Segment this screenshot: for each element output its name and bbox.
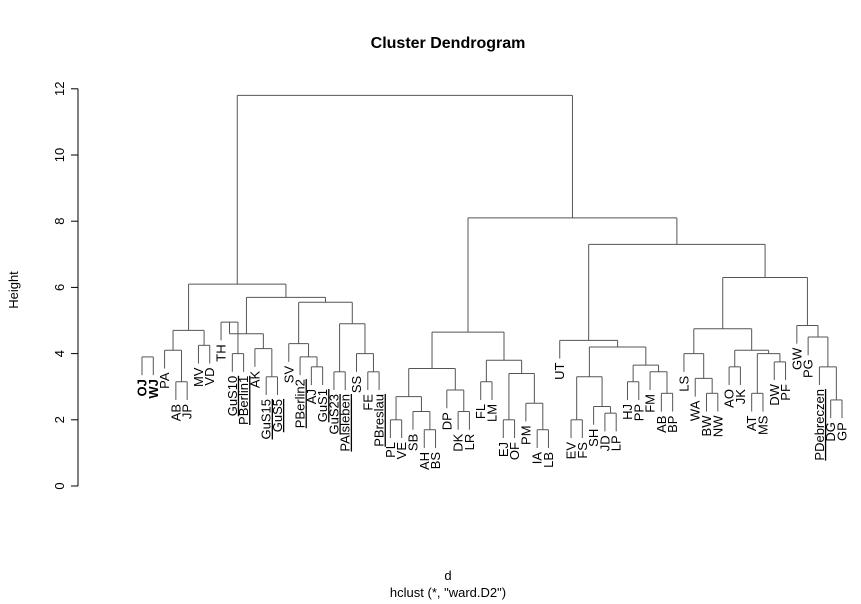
leaf-label: AB bbox=[168, 404, 183, 421]
y-tick-label: 0 bbox=[52, 482, 67, 489]
leaf-label: GuS10 bbox=[225, 376, 240, 416]
leaf-label: DG bbox=[823, 422, 838, 442]
leaf-label: GuS1 bbox=[315, 389, 330, 422]
leaf-label: AK bbox=[247, 371, 262, 389]
leaf-label: DK bbox=[451, 433, 466, 451]
leaf-label: PBerlin1 bbox=[236, 376, 251, 425]
leaf-label: JD bbox=[597, 435, 612, 451]
leaf-label: GuS15 bbox=[259, 399, 274, 439]
y-axis: 0 2 4 6 8 10 12 bbox=[52, 82, 79, 490]
leaf-label: AB bbox=[654, 416, 669, 433]
leaf-label: GW bbox=[789, 347, 804, 370]
leaf-label: PL bbox=[383, 442, 398, 458]
leaf-label: SS bbox=[349, 375, 364, 393]
x-axis-subtitle: hclust (*, "ward.D2") bbox=[390, 585, 506, 600]
leaf-label: LR bbox=[462, 434, 477, 451]
leaf-label: FM bbox=[643, 394, 658, 413]
leaf-label: FS bbox=[575, 442, 590, 459]
leaf-label: AJ bbox=[304, 389, 319, 404]
dendrogram-branches bbox=[141, 94, 843, 448]
leaf-label: DW bbox=[767, 383, 782, 405]
leaf-label: UT bbox=[552, 363, 567, 380]
leaf-label: PAlsleben bbox=[338, 394, 353, 452]
leaf-label: VE bbox=[394, 442, 409, 460]
chart-title: Cluster Dendrogram bbox=[371, 35, 526, 52]
leaf-label: PP bbox=[631, 404, 646, 421]
leaf-label: SV bbox=[281, 366, 296, 384]
leaf-label: OJ bbox=[135, 379, 150, 396]
leaf-label: BP bbox=[665, 416, 680, 433]
leaf-label: BW bbox=[699, 415, 714, 437]
leaf-label: LS bbox=[676, 375, 691, 391]
y-tick-label: 6 bbox=[52, 284, 67, 291]
y-tick-label: 12 bbox=[52, 82, 67, 96]
leaf-label: AO bbox=[722, 389, 737, 408]
y-axis-label: Height bbox=[6, 271, 21, 309]
leaf-label: WJ bbox=[146, 379, 161, 399]
leaf-label: PBreslau bbox=[372, 394, 387, 447]
y-tick-label: 10 bbox=[52, 148, 67, 162]
leaf-label: SB bbox=[405, 434, 420, 451]
leaf-label: PG bbox=[801, 359, 816, 378]
leaf-label: LB bbox=[541, 452, 556, 468]
leaf-label: BS bbox=[428, 452, 443, 470]
leaf-label: EV bbox=[564, 442, 579, 460]
leaf-label: NW bbox=[710, 415, 725, 437]
leaf-label: FE bbox=[360, 394, 375, 411]
y-tick-label: 8 bbox=[52, 218, 67, 225]
leaf-label: EJ bbox=[496, 442, 511, 457]
leaf-label: LP bbox=[609, 435, 624, 451]
leaf-label: MV bbox=[191, 367, 206, 387]
y-tick-label: 4 bbox=[52, 350, 67, 357]
leaf-label: PDebreczen bbox=[812, 389, 827, 461]
leaf-label: MS bbox=[755, 415, 770, 435]
leaf-label: PA bbox=[157, 372, 172, 389]
leaf-label: WA bbox=[688, 400, 703, 421]
leaf-label: FL bbox=[473, 404, 488, 419]
y-tick-label: 2 bbox=[52, 416, 67, 423]
leaf-labels: OJWJPAABJPMVVDTHGuS10PBerlin1AKGuS15GuS5… bbox=[135, 344, 850, 470]
leaf-label: HJ bbox=[620, 404, 635, 420]
leaf-label: AH bbox=[417, 452, 432, 470]
leaf-label: LM bbox=[485, 404, 500, 422]
leaf-label: JP bbox=[180, 404, 195, 419]
leaf-label: VD bbox=[202, 368, 217, 386]
x-axis-label: d bbox=[444, 568, 451, 583]
leaf-label: OF bbox=[507, 442, 522, 460]
leaf-label: PM bbox=[518, 425, 533, 445]
leaf-label: IA bbox=[530, 452, 545, 465]
leaf-label: PBerlin2 bbox=[293, 379, 308, 428]
leaf-label: GuS5 bbox=[270, 399, 285, 432]
leaf-label: TH bbox=[214, 344, 229, 361]
leaf-label: DP bbox=[439, 412, 454, 430]
leaf-label: AT bbox=[744, 415, 759, 431]
leaf-label: GP bbox=[835, 422, 850, 441]
leaf-label: PF bbox=[778, 384, 793, 401]
leaf-label: SH bbox=[586, 429, 601, 447]
leaf-label: JK bbox=[733, 389, 748, 405]
leaf-label: GuS23 bbox=[326, 394, 341, 434]
